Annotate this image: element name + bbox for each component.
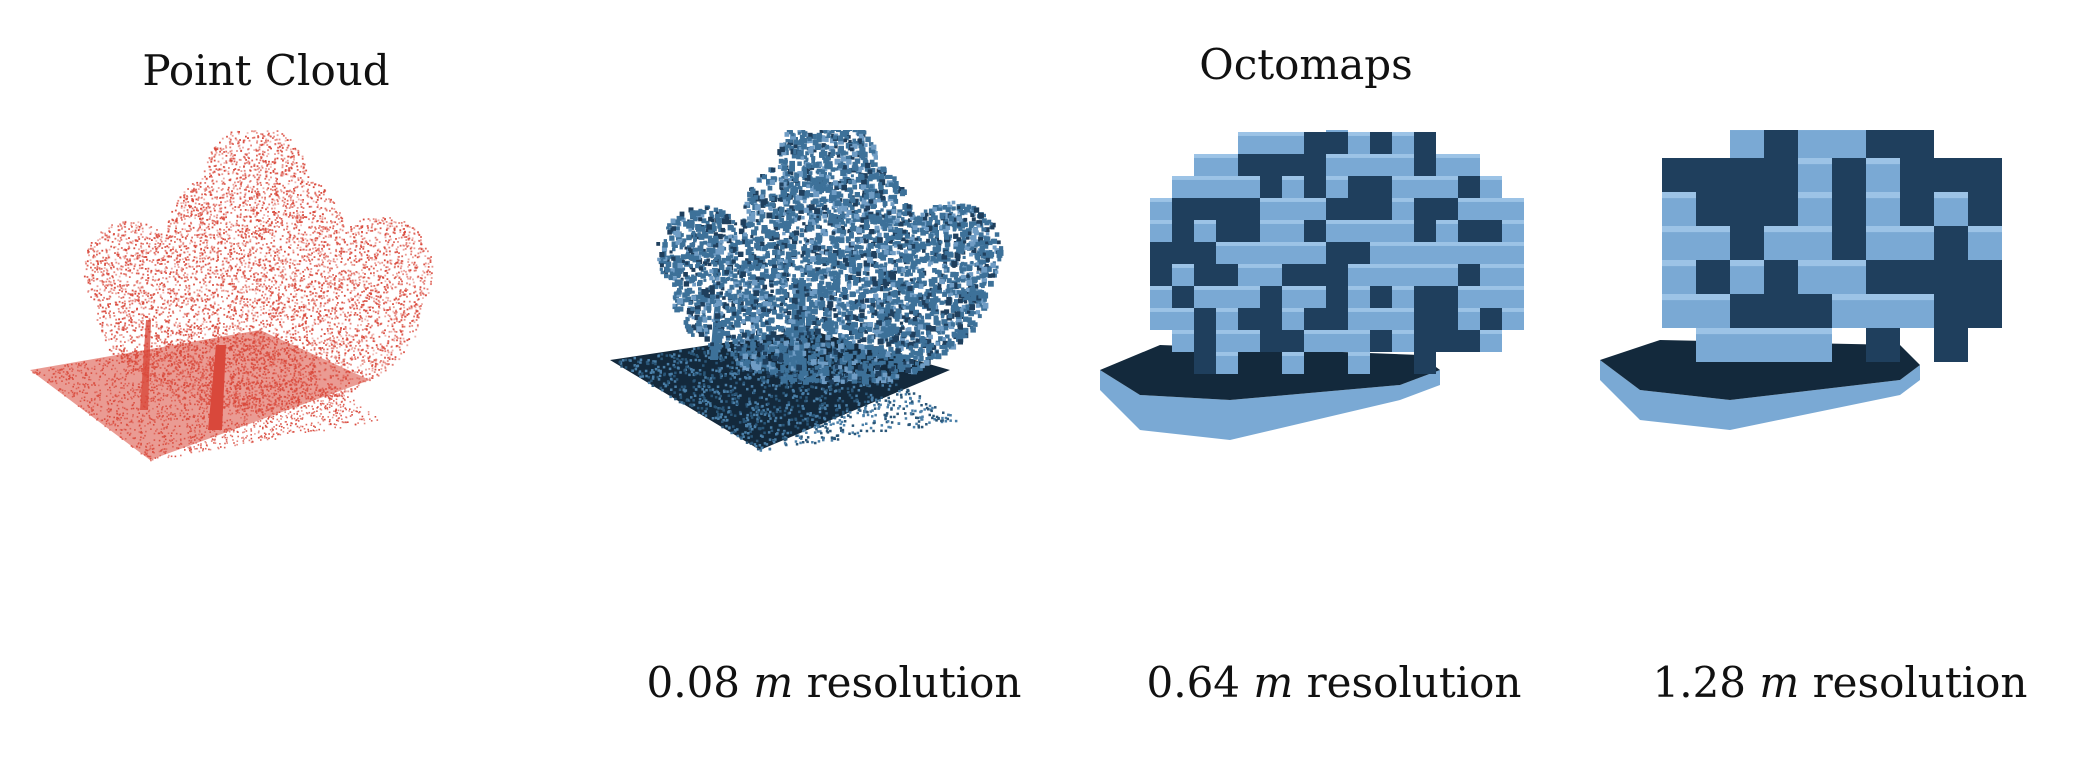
- point-cloud-title: Point Cloud: [142, 46, 390, 95]
- octomap-fine-image: [610, 130, 1004, 452]
- caption-unit: m: [1759, 658, 1800, 707]
- octomap-medium-image: [1100, 130, 1524, 440]
- trunk: [140, 320, 151, 410]
- caption-0-64-resolution: 0.64 m resolution: [1147, 658, 1522, 707]
- caption-value: 0.08: [646, 658, 741, 707]
- ground-slab-top: [1600, 340, 1920, 400]
- caption-suffix: resolution: [1306, 658, 1522, 707]
- caption-suffix: resolution: [806, 658, 1022, 707]
- point-cloud-image: [30, 130, 434, 462]
- trunk: [208, 345, 226, 430]
- octomaps-title: Octomaps: [1199, 40, 1413, 89]
- octomap-coarse-image: [1600, 130, 2002, 430]
- ground-plane: [30, 330, 370, 460]
- caption-value: 1.28: [1652, 658, 1747, 707]
- caption-value: 0.64: [1146, 658, 1241, 707]
- caption-1-28-resolution: 1.28 m resolution: [1653, 658, 2028, 707]
- ground-slab-side: [1600, 360, 1920, 430]
- caption-suffix: resolution: [1812, 658, 2028, 707]
- caption-unit: m: [1253, 658, 1294, 707]
- caption-0-08-resolution: 0.08 m resolution: [647, 658, 1022, 707]
- caption-unit: m: [753, 658, 794, 707]
- ground-slab-side: [1100, 370, 1440, 440]
